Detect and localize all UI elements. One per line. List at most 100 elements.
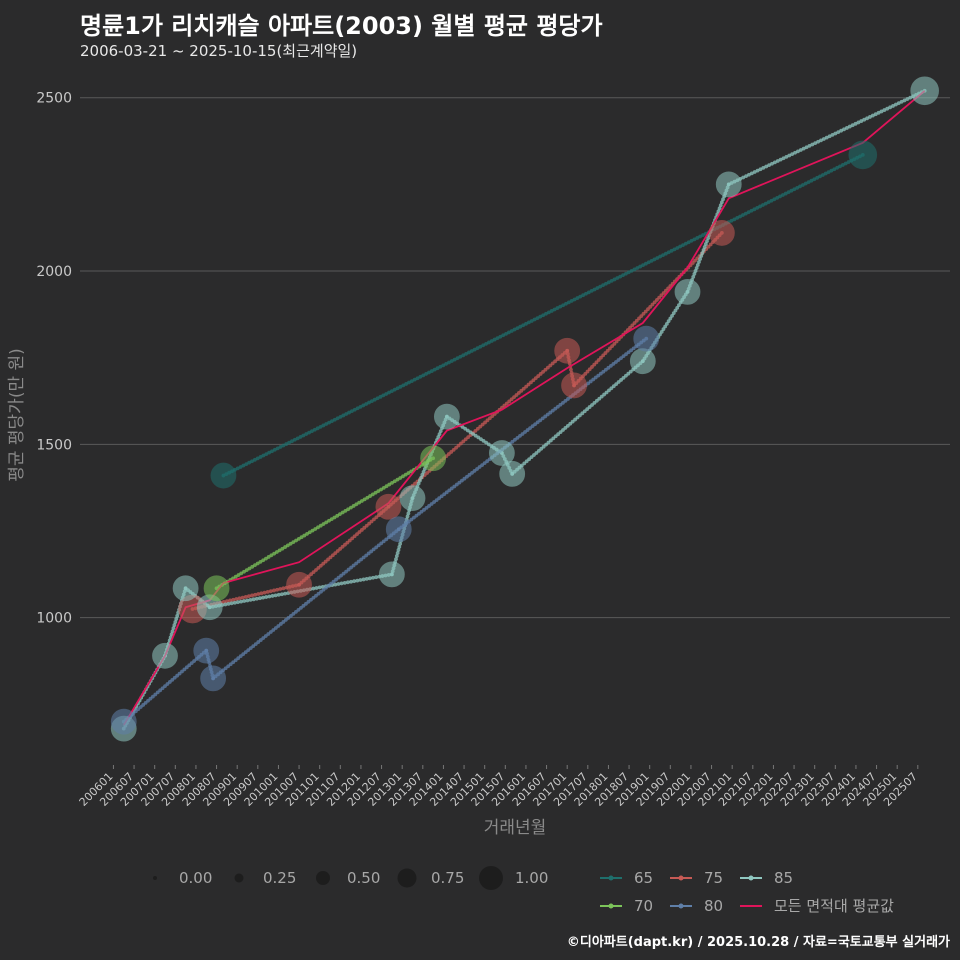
trend-dot-70: [348, 505, 353, 510]
size-legend-circle: [397, 868, 417, 888]
trend-dot-70: [321, 522, 326, 526]
trend-dot-65: [761, 203, 765, 207]
trend-dot-65: [604, 281, 608, 286]
size-legend-circle: [316, 871, 330, 885]
size-legend-circle: [153, 876, 157, 880]
trend-dot-65: [252, 457, 257, 462]
trend-dot-65: [524, 321, 528, 326]
trend-dot-70: [403, 472, 408, 477]
trend-dot-70: [250, 564, 255, 569]
trend-dot-65: [281, 443, 286, 448]
trend-dot-85: [796, 149, 800, 154]
x-axis-title: 거래년월: [484, 818, 547, 838]
trend-dot-85: [896, 101, 901, 106]
trend-dot-85: [270, 594, 275, 598]
trend-dot-65: [347, 410, 351, 415]
point-75: [561, 372, 587, 399]
gridlines: [80, 97, 950, 619]
trend-dot-65: [561, 303, 566, 308]
trend-dot-85: [859, 119, 864, 123]
size-legend-label: 0.75: [431, 869, 464, 887]
trend-dot-85: [355, 578, 360, 583]
trend-dot-85: [758, 167, 763, 172]
trend-dot-75: [231, 597, 236, 602]
trend-dot-70: [253, 563, 257, 568]
trend-dot-85: [251, 597, 256, 602]
trend-dot-85: [842, 127, 846, 132]
trend-dot-70: [395, 477, 400, 482]
trend-dot-65: [652, 257, 657, 262]
trend-dot-65: [689, 238, 694, 243]
trend-dot-65: [638, 264, 643, 269]
trend-dot-70: [329, 517, 334, 522]
point-85: [910, 76, 939, 106]
trend-dot-75: [256, 592, 261, 596]
y-tick-label: 1500: [36, 437, 72, 453]
trend-dot-65: [581, 293, 585, 298]
trend-dot-65: [535, 316, 540, 321]
trend-dot-85: [830, 132, 835, 137]
trend-dot-85: [239, 599, 243, 604]
trend-dot-65: [241, 463, 246, 468]
trend-dot-65: [755, 205, 760, 210]
trend-dot-85: [804, 145, 809, 150]
trend-dot-85: [339, 581, 344, 586]
y-tick-label: 2500: [36, 91, 72, 107]
trend-dot-75: [275, 587, 280, 592]
trend-dot-65: [449, 359, 454, 363]
trend-dot-85: [885, 106, 890, 111]
trend-dot-70: [255, 561, 260, 566]
trend-dot-85: [787, 153, 792, 158]
trend-dot-65: [549, 309, 554, 313]
trend-dot-85: [420, 472, 425, 477]
trend-dot-65: [464, 351, 468, 356]
point-85: [399, 485, 426, 511]
trend-dot-65: [324, 422, 329, 426]
trend-dot-70: [327, 518, 331, 523]
trend-dot-65: [809, 178, 814, 183]
trend-dot-70: [392, 479, 397, 484]
trend-dot-65: [404, 382, 409, 386]
trend-dot-70: [316, 525, 320, 530]
trend-dot-75: [569, 367, 573, 372]
trend-dot-65: [407, 380, 411, 385]
trend-dot-65: [486, 340, 491, 345]
trend-dot-65: [512, 327, 517, 332]
point-85: [152, 642, 178, 669]
trend-dot-65: [447, 360, 451, 365]
trend-dot-65: [544, 311, 548, 316]
trend-dot-65: [458, 354, 463, 359]
trend-dot-65: [789, 188, 794, 193]
point-80: [633, 325, 660, 352]
trend-dot-65: [492, 337, 497, 342]
legend-label: 70: [634, 897, 653, 915]
trend-dot-85: [899, 99, 904, 104]
trend-dot-65: [378, 394, 383, 399]
trend-dot-65: [349, 409, 354, 414]
trend-dot-85: [749, 171, 754, 176]
trend-dot-85: [836, 130, 841, 134]
trend-dot-65: [301, 433, 306, 438]
trend-dot-85: [273, 593, 278, 598]
trend-dot-65: [341, 413, 346, 418]
trend-dot-85: [258, 596, 262, 601]
trend-dot-85: [395, 551, 400, 555]
trend-dot-65: [575, 296, 580, 300]
trend-dot-65: [846, 160, 851, 164]
trend-dot-85: [755, 168, 760, 173]
trend-dot-75: [265, 589, 270, 594]
point-85: [172, 575, 199, 602]
trend-dot-85: [406, 511, 411, 516]
point-70: [420, 445, 447, 472]
trend-dot-85: [888, 105, 893, 110]
point-85: [488, 440, 515, 466]
trend-dot-65: [455, 356, 460, 361]
point-65: [848, 140, 878, 170]
trend-dot-70: [381, 485, 386, 490]
trend-dot-65: [298, 435, 303, 439]
trend-dot-65: [624, 271, 628, 276]
trend-dot-70: [390, 481, 394, 485]
trend-dot-65: [795, 185, 800, 190]
trend-dot-85: [893, 102, 898, 107]
trend-dot-65: [504, 331, 508, 336]
